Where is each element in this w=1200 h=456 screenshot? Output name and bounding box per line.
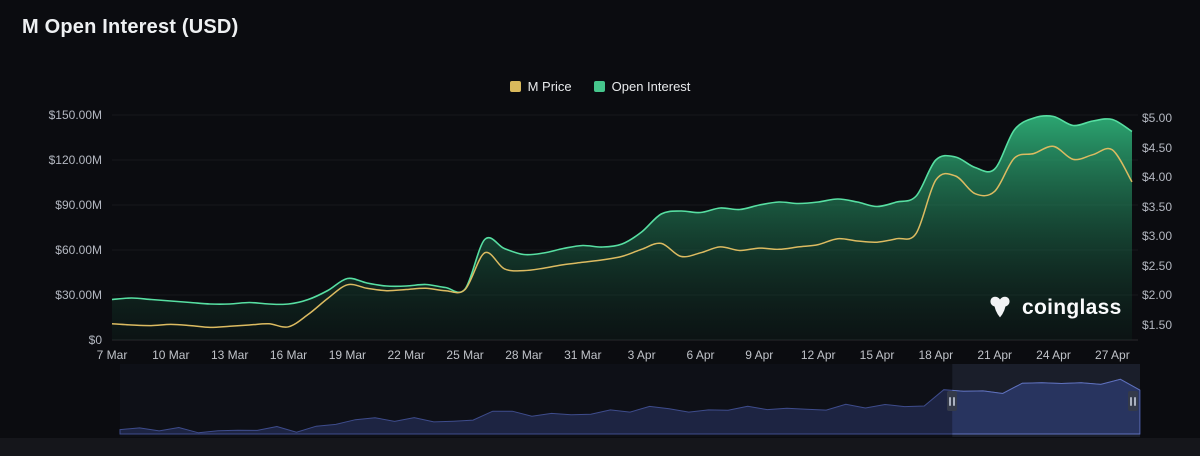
legend-item-open-interest[interactable]: Open Interest [593,79,691,94]
price-line [111,145,1133,329]
page-title: M Open Interest (USD) [22,16,239,38]
coinglass-wordmark: coinglass [1022,296,1122,319]
open-interest-legend-swatch [593,81,605,92]
navigator-right-handle[interactable] [1128,391,1138,411]
footer-strip [0,438,1200,456]
price-legend-swatch [509,81,521,92]
open-interest-line [111,115,1133,306]
price-legend-label: M Price [527,79,572,94]
navigator-left-handle[interactable] [947,391,958,411]
chart-legend: M Price Open Interest [0,79,1200,94]
coinglass-watermark: coinglass [986,294,1122,322]
legend-item-price[interactable]: M Price [509,79,572,94]
open-interest-area [112,115,1132,340]
navigator-area-selected [952,378,1140,435]
open-interest-legend-label: Open Interest [611,79,691,94]
coinglass-logo-icon [990,296,1010,318]
